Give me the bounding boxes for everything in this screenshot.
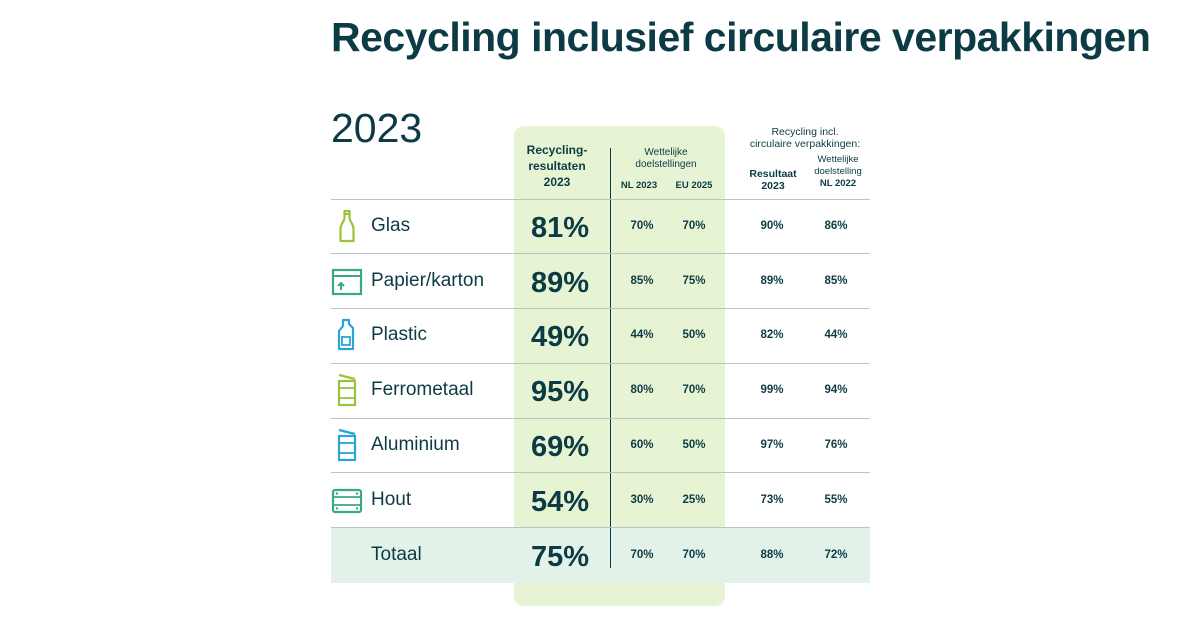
recycling-value: 81%	[530, 212, 590, 244]
material-label: Papier/karton	[371, 270, 485, 291]
target-eu-2025-value: 50%	[682, 439, 706, 451]
table-row: Hout 54% 30% 25% 73% 55%	[331, 473, 870, 528]
row-divider	[331, 363, 870, 364]
target-nl-2023-value: 85%	[630, 275, 654, 287]
total-row: Totaal 75% 70% 70% 88% 72%	[331, 528, 870, 583]
header-targets-line2: doelstellingen	[635, 159, 697, 170]
recycling-value: 89%	[530, 267, 590, 299]
header-circular-line2: circulaire verpakkingen:	[749, 138, 861, 150]
row-divider	[331, 418, 870, 419]
target-nl-2023-value: 30%	[630, 494, 654, 506]
cardboard-box-icon	[331, 268, 363, 296]
recycling-column-highlight	[514, 126, 725, 606]
header-legal-targets: Wettelijke doelstellingen	[612, 147, 720, 171]
table-row: Glas 81% 70% 70% 90% 86%	[331, 199, 870, 254]
target-nl-2023-value: 70%	[630, 220, 654, 232]
target-eu-2025-value: 70%	[682, 220, 706, 232]
tin-can-icon	[337, 373, 357, 407]
circular-target-value: 85%	[824, 275, 848, 287]
material-label: Plastic	[371, 324, 427, 345]
total-target-nl-2023-value: 70%	[630, 549, 654, 561]
table-row: Plastic 49% 44% 50% 82% 44%	[331, 308, 870, 363]
row-divider	[331, 199, 870, 200]
row-divider	[331, 253, 870, 254]
total-label: Totaal	[371, 544, 422, 565]
wooden-pallet-icon	[331, 488, 363, 514]
circular-result-value: 89%	[760, 275, 784, 287]
recycling-value: 49%	[530, 321, 590, 353]
circular-result-value: 97%	[760, 439, 784, 451]
page-title: Recycling inclusief circulaire verpakkin…	[331, 14, 1151, 60]
material-label: Hout	[371, 489, 412, 510]
circular-result-value: 82%	[760, 329, 784, 341]
header-target-nl-line2: doelstelling	[814, 166, 862, 177]
material-label: Glas	[371, 215, 411, 236]
header-recycling-line2: resultaten	[528, 159, 586, 173]
total-target-eu-2025-value: 70%	[682, 549, 706, 561]
recycling-value: 69%	[530, 431, 590, 463]
target-eu-2025-value: 70%	[682, 384, 706, 396]
total-recycling-value: 75%	[530, 541, 590, 573]
row-divider	[331, 308, 870, 309]
header-targets-line1: Wettelijke	[644, 147, 688, 158]
header-target-nl-line3: NL 2022	[819, 178, 857, 189]
header-target-nl-2022: Wettelijke doelstelling NL 2022	[805, 154, 871, 190]
header-result-line2: 2023	[761, 180, 785, 192]
header-recycling-results: Recycling- resultaten 2023	[515, 142, 599, 190]
row-divider	[331, 472, 870, 473]
circular-result-value: 90%	[760, 220, 784, 232]
page-subtitle: 2023	[331, 105, 423, 151]
target-nl-2023-value: 44%	[630, 329, 654, 341]
target-nl-2023-value: 60%	[630, 439, 654, 451]
header-target-nl-line1: Wettelijke	[817, 154, 859, 165]
circular-target-value: 55%	[824, 494, 848, 506]
header-nl-2023: NL 2023	[620, 180, 658, 191]
header-circular-line1: Recycling incl.	[771, 126, 839, 138]
target-eu-2025-value: 75%	[682, 275, 706, 287]
circular-result-value: 99%	[760, 384, 784, 396]
table-row: Aluminium 69% 60% 50% 97% 76%	[331, 418, 870, 473]
material-label: Aluminium	[371, 434, 460, 455]
total-row-band	[331, 528, 870, 583]
circular-target-value: 86%	[824, 220, 848, 232]
material-label: Ferrometaal	[371, 379, 474, 400]
aluminium-can-icon	[337, 428, 357, 462]
header-result-line1: Resultaat	[749, 168, 797, 180]
glass-bottle-icon	[339, 209, 355, 243]
row-divider	[331, 527, 870, 528]
target-eu-2025-value: 25%	[682, 494, 706, 506]
circular-target-value: 94%	[824, 384, 848, 396]
header-eu-2025: EU 2025	[675, 180, 713, 191]
circular-result-value: 73%	[760, 494, 784, 506]
total-circular-target-value: 72%	[824, 549, 848, 561]
plastic-bottle-icon	[337, 318, 355, 351]
header-result-2023: Resultaat 2023	[738, 168, 808, 192]
header-circular-group: Recycling incl. circulaire verpakkingen:	[730, 126, 880, 150]
header-recycling-line1: Recycling-	[526, 143, 588, 157]
column-divider	[610, 148, 611, 568]
table-row: Papier/karton 89% 85% 75% 89% 85%	[331, 254, 870, 309]
total-circular-result-value: 88%	[760, 549, 784, 561]
recycling-value: 54%	[530, 486, 590, 518]
target-eu-2025-value: 50%	[682, 329, 706, 341]
target-nl-2023-value: 80%	[630, 384, 654, 396]
table-row: Ferrometaal 95% 80% 70% 99% 94%	[331, 363, 870, 418]
circular-target-value: 76%	[824, 439, 848, 451]
recycling-value: 95%	[530, 376, 590, 408]
circular-target-value: 44%	[824, 329, 848, 341]
header-recycling-line3: 2023	[543, 175, 571, 189]
